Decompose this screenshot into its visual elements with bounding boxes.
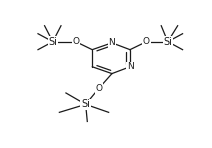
Text: O: O — [72, 37, 79, 46]
Text: N: N — [127, 62, 133, 71]
Text: O: O — [143, 37, 150, 46]
Text: N: N — [109, 38, 115, 47]
Text: Si: Si — [163, 37, 172, 47]
Text: O: O — [95, 84, 102, 93]
Text: Si: Si — [48, 37, 57, 47]
Text: Si: Si — [81, 99, 90, 109]
